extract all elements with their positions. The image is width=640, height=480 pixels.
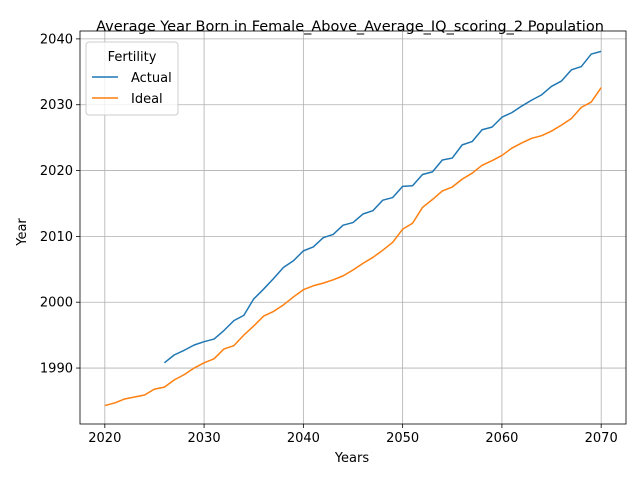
grid-lines <box>80 31 626 424</box>
y-tick-label: 1990 <box>40 362 73 377</box>
chart-title: Average Year Born in Female_Above_Averag… <box>96 19 604 35</box>
x-tick-label: 2060 <box>485 431 518 446</box>
y-tick-label: 2030 <box>40 98 73 113</box>
x-tick-label: 2040 <box>287 431 320 446</box>
plot-frame <box>79 30 627 425</box>
x-tick-label: 2050 <box>386 431 419 446</box>
legend-label-actual: Actual <box>131 71 172 86</box>
x-tick-label: 2070 <box>585 431 618 446</box>
legend-label-ideal: Ideal <box>131 92 163 107</box>
y-tick-label: 2010 <box>40 230 73 245</box>
x-tick-label: 2030 <box>188 431 221 446</box>
y-axis-label: Year <box>15 218 30 247</box>
y-axis: 1990 2000 2010 2020 2030 2040 <box>40 32 80 377</box>
legend: Fertility Actual Ideal <box>85 41 179 116</box>
y-tick-label: 2000 <box>40 296 73 311</box>
legend-title: Fertility <box>108 50 157 65</box>
y-tick-label: 2020 <box>40 164 73 179</box>
x-axis: 2020 2030 2040 2050 2060 2070 <box>88 424 618 446</box>
series-line-ideal <box>104 87 602 407</box>
axes-frame <box>79 30 627 425</box>
x-tick-label: 2020 <box>88 431 121 446</box>
legend-box <box>85 41 179 116</box>
series-lines <box>104 50 602 407</box>
y-tick-label: 2040 <box>40 32 73 47</box>
series-line-actual <box>163 50 602 364</box>
x-axis-label: Years <box>334 451 370 466</box>
